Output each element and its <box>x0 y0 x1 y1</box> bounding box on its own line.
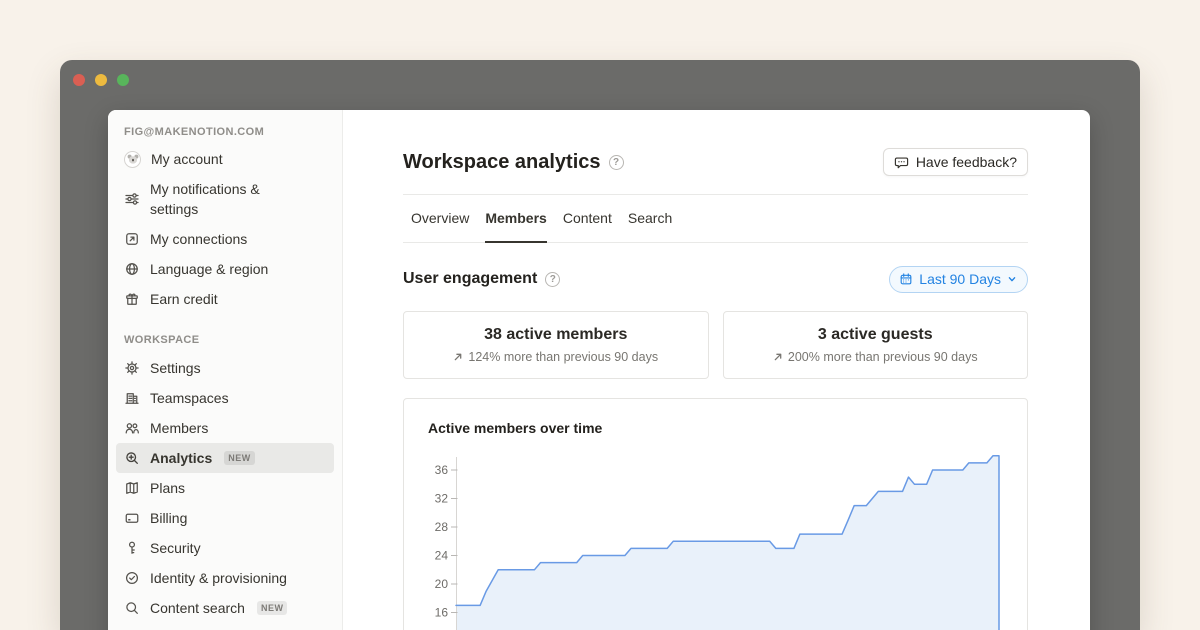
credit-card-icon <box>125 513 139 523</box>
account-email: FIG@MAKENOTION.COM <box>124 126 265 138</box>
svg-text:28: 28 <box>435 520 449 534</box>
avatar-icon <box>124 150 141 168</box>
window-frame: FIG@MAKENOTION.COM My account <box>60 60 1140 630</box>
settings-sidebar: FIG@MAKENOTION.COM My account <box>108 110 343 630</box>
key-icon <box>128 541 136 554</box>
sidebar-item-notifications-settings[interactable]: My notifications & settings <box>116 174 334 224</box>
engagement-chart: 16 20 24 28 32 36 <box>435 455 1000 630</box>
active-members-card: 38 active members 124% more than previou… <box>403 311 709 379</box>
magnifier-plus-icon <box>126 452 138 464</box>
chart-title: Active members over time <box>428 420 603 436</box>
svg-text:24: 24 <box>435 549 449 563</box>
sidebar-item-label: Identity & provisioning <box>150 570 287 586</box>
calendar-icon <box>900 273 912 285</box>
svg-text:36: 36 <box>435 463 449 477</box>
sidebar-item-security[interactable]: Security <box>116 533 334 563</box>
people-icon <box>125 423 139 434</box>
tab-members[interactable]: Members <box>485 196 547 243</box>
trend-up-icon <box>455 353 462 361</box>
badge-check-icon <box>125 571 139 585</box>
sidebar-item-billing[interactable]: Billing <box>116 503 334 533</box>
sliders-icon <box>125 193 139 205</box>
svg-text:32: 32 <box>435 492 449 506</box>
help-icon[interactable]: ? <box>545 271 561 287</box>
analytics-main: Workspace analytics ? Have feedback? Ove… <box>343 110 1090 630</box>
stat-value: 3 active guests <box>817 326 933 343</box>
maximize-window-icon[interactable] <box>117 74 129 86</box>
sidebar-item-label: Earn credit <box>150 291 218 307</box>
header-divider <box>403 194 1028 195</box>
sidebar-item-earn-credit[interactable]: Earn credit <box>116 284 334 314</box>
gift-icon <box>126 293 138 305</box>
svg-text:16: 16 <box>435 606 449 620</box>
workspace-section-label: WORKSPACE <box>124 334 200 346</box>
sidebar-item-label: Security <box>150 540 201 556</box>
arrow-up-right-box-icon <box>126 233 138 245</box>
sidebar-item-teamspaces[interactable]: Teamspaces <box>116 383 334 413</box>
sidebar-item-label: Billing <box>150 510 188 526</box>
sidebar-item-members[interactable]: Members <box>116 413 334 443</box>
stat-cards: 38 active members 124% more than previou… <box>403 311 1028 379</box>
analytics-tabs: Overview Members Content Search <box>403 195 1028 243</box>
stat-delta-text: 124% more than previous 90 days <box>468 350 659 364</box>
chevron-down-icon <box>1008 277 1016 282</box>
trend-up-icon <box>774 353 782 361</box>
sidebar-item-my-connections[interactable]: My connections <box>116 224 334 254</box>
help-icon[interactable]: ? <box>608 154 624 170</box>
date-range-dropdown[interactable]: Last 90 Days <box>889 265 1028 293</box>
sidebar-item-label: Content search <box>150 600 245 616</box>
active-guests-card: 3 active guests 200% more than previous … <box>722 311 1028 379</box>
sidebar-item-label: My notifications & settings <box>150 181 260 217</box>
tab-content[interactable]: Content <box>562 210 612 226</box>
minimize-window-icon[interactable] <box>95 74 107 86</box>
chart-card: Active members over time 16 20 24 28 32 36 <box>403 398 1028 630</box>
page-title: Workspace analytics <box>403 150 601 173</box>
feedback-button-label: Have feedback? <box>915 154 1017 170</box>
new-badge: NEW <box>224 451 255 465</box>
magnifier-icon <box>126 602 138 614</box>
map-icon <box>126 482 138 494</box>
section-title: User engagement <box>403 270 538 287</box>
stat-value: 38 active members <box>484 326 628 343</box>
building-icon <box>125 393 139 404</box>
tab-overview[interactable]: Overview <box>411 210 470 226</box>
sidebar-item-label: Language & region <box>150 261 269 277</box>
gear-icon <box>125 361 139 375</box>
user-engagement-header: User engagement ? Last 90 Days <box>403 265 1028 293</box>
tab-search[interactable]: Search <box>627 210 673 226</box>
sidebar-item-plans[interactable]: Plans <box>116 473 334 503</box>
sidebar-item-language-region[interactable]: Language & region <box>116 254 334 284</box>
stat-delta: 124% more than previous 90 days <box>453 350 658 364</box>
svg-text:20: 20 <box>435 577 449 591</box>
close-window-icon[interactable] <box>73 74 85 86</box>
sidebar-item-analytics[interactable]: Analytics NEW <box>116 443 334 473</box>
have-feedback-button[interactable]: Have feedback? <box>882 148 1028 176</box>
sidebar-item-label: Plans <box>150 480 186 496</box>
new-badge: NEW <box>256 601 288 615</box>
sidebar-item-label: Settings <box>150 360 201 376</box>
settings-modal: FIG@MAKENOTION.COM My account <box>108 110 1090 630</box>
sidebar-item-label: My account <box>151 151 223 167</box>
sidebar-item-label: Analytics <box>150 450 213 466</box>
sidebar-item-label: My connections <box>150 231 248 247</box>
stat-delta-text: 200% more than previous 90 days <box>787 350 978 364</box>
speech-bubble-icon <box>894 156 908 168</box>
account-nav: My account My notifications & settings <box>108 144 342 623</box>
window-controls <box>73 74 129 86</box>
sidebar-item-content-search[interactable]: Content search NEW <box>116 593 334 623</box>
sidebar-item-label: Teamspaces <box>150 390 229 406</box>
sidebar-item-settings[interactable]: Settings <box>116 353 334 383</box>
sidebar-item-my-account[interactable]: My account <box>116 144 334 174</box>
stat-delta: 200% more than previous 90 days <box>773 350 978 364</box>
page-header: Workspace analytics ? Have feedback? <box>403 148 1028 176</box>
sidebar-item-identity-provisioning[interactable]: Identity & provisioning <box>116 563 334 593</box>
date-range-label: Last 90 Days <box>919 271 1001 287</box>
globe-icon <box>126 263 138 275</box>
sidebar-item-label: Members <box>150 420 209 436</box>
